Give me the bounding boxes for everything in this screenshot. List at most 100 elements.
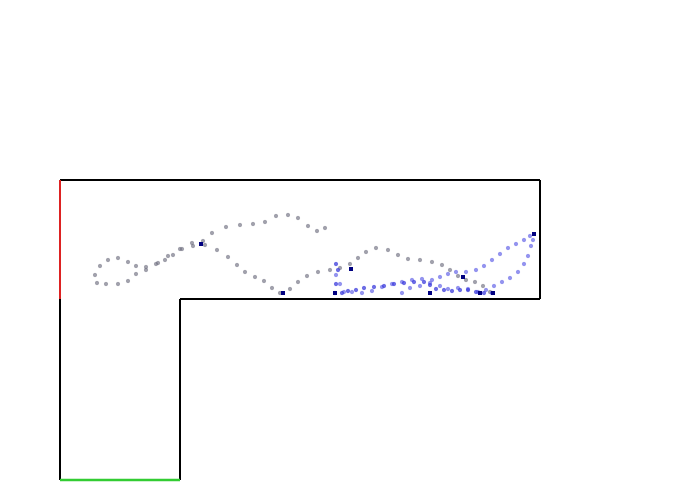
trajectory-dots xyxy=(92,212,536,296)
trajectory-dot xyxy=(385,247,391,253)
trajectory-dot xyxy=(162,257,168,263)
trajectory-dot xyxy=(273,213,279,219)
trajectory-dot xyxy=(261,278,267,284)
trajectory-dot xyxy=(465,287,471,293)
trajectory-marker xyxy=(532,232,536,236)
trajectory-dot xyxy=(447,267,453,273)
trajectory-dot xyxy=(97,263,103,269)
trajectory-dot xyxy=(335,267,341,273)
trajectory-dot xyxy=(234,262,240,268)
trajectory-dot xyxy=(115,255,121,261)
trajectory-dot xyxy=(287,286,293,292)
trajectory-dot xyxy=(347,261,353,267)
trajectory-dot xyxy=(170,252,176,258)
trajectory-dot xyxy=(395,252,401,258)
trajectory-dot xyxy=(489,257,495,263)
trajectory-dot xyxy=(115,281,121,287)
trajectory-dot xyxy=(499,279,505,285)
trajectory-dot xyxy=(530,237,536,243)
trajectory-dot xyxy=(421,279,427,285)
trajectory-dot xyxy=(507,275,513,281)
trajectory-dot xyxy=(333,261,339,267)
trajectory-dot xyxy=(505,245,511,251)
trajectory-dot xyxy=(295,279,301,285)
trajectory-dot xyxy=(262,219,268,225)
trajectory-dot xyxy=(473,289,479,295)
trajectory-dot xyxy=(441,287,447,293)
trajectory-dot xyxy=(133,271,139,277)
trajectory-dot xyxy=(480,283,486,289)
trajectory-dot xyxy=(353,287,359,293)
trajectory-dot xyxy=(209,230,215,236)
trajectory-dot xyxy=(497,251,503,257)
trajectory-dot xyxy=(528,243,534,249)
trajectory-dot xyxy=(437,283,443,289)
trajectory-dot xyxy=(315,269,321,275)
trajectory-dot xyxy=(125,259,131,265)
trajectory-dot xyxy=(327,267,333,273)
trajectory-dot xyxy=(381,283,387,289)
trajectory-dot xyxy=(189,240,195,246)
trajectory-dot xyxy=(419,276,425,282)
trajectory-dot xyxy=(165,253,171,259)
trajectory-dot xyxy=(391,281,397,287)
trajectory-dot xyxy=(202,242,208,248)
trajectory-dot xyxy=(105,257,111,263)
trajectory-dot xyxy=(373,245,379,251)
trajectory-dot xyxy=(133,263,139,269)
trajectory-marker xyxy=(333,291,337,295)
trajectory-dot xyxy=(472,279,478,285)
trajectory-dot xyxy=(429,277,435,283)
trajectory-dot xyxy=(359,290,365,296)
trajectory-dot xyxy=(143,267,149,273)
trajectory-dot xyxy=(125,278,131,284)
trajectory-dot xyxy=(521,237,527,243)
trajectory-marker xyxy=(428,291,432,295)
trajectory-dot xyxy=(345,288,351,294)
trajectory-dot xyxy=(337,281,343,287)
trajectory-dot xyxy=(92,272,98,278)
trajectory-dot xyxy=(429,259,435,265)
trajectory-marker xyxy=(478,291,482,295)
trajectory-dot xyxy=(417,283,423,289)
trajectory-dot xyxy=(521,261,527,267)
trajectory-dot xyxy=(333,272,339,278)
trajectory-dot xyxy=(223,224,229,230)
trajectory-dot xyxy=(427,282,433,288)
trajectory-marker xyxy=(349,267,353,271)
trajectory-dot xyxy=(333,281,339,287)
trajectory-marker xyxy=(461,275,465,279)
trajectory-dot xyxy=(513,241,519,247)
trajectory-dot xyxy=(515,269,521,275)
trajectory-dot xyxy=(445,286,451,292)
trajectory-dot xyxy=(481,263,487,269)
trajectory-dot xyxy=(304,273,310,279)
trajectory-dot xyxy=(483,287,489,293)
trajectory-dot xyxy=(407,285,413,291)
trajectory-dot xyxy=(455,273,461,279)
trajectory-dot xyxy=(525,253,531,259)
trajectory-dot xyxy=(242,269,248,275)
trajectory-dot xyxy=(237,222,243,228)
trajectory-dot xyxy=(411,279,417,285)
trajectory-dot xyxy=(214,247,220,253)
trajectory-dot xyxy=(314,228,320,234)
trajectory-dot xyxy=(445,271,451,277)
trajectory-marker xyxy=(199,242,203,246)
trajectory-dot xyxy=(473,267,479,273)
trajectory-dot xyxy=(491,283,497,289)
trajectory-dot xyxy=(463,269,469,275)
trajectory-dot xyxy=(369,288,375,294)
trajectory-dot xyxy=(453,269,459,275)
trajectory-dot xyxy=(225,254,231,260)
trajectory-dot xyxy=(285,212,291,218)
trajectory-dot xyxy=(250,221,256,227)
trajectory-dot xyxy=(322,225,328,231)
trajectory-dot xyxy=(363,249,369,255)
trajectory-dot xyxy=(439,262,445,268)
trajectory-dot xyxy=(405,256,411,262)
trajectory-dot xyxy=(481,290,487,296)
trajectory-dot xyxy=(349,289,355,295)
trajectory-dot xyxy=(417,257,423,263)
